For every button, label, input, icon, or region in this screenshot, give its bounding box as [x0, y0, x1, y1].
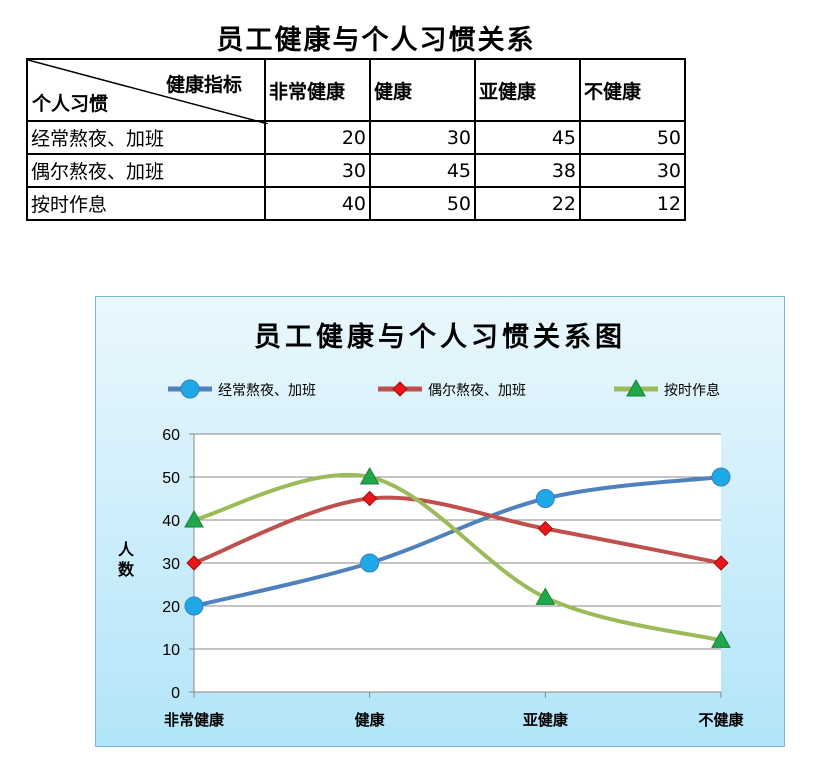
table-row: 偶尔熬夜、加班 30 45 38 30 [26, 153, 686, 188]
cell: 50 [579, 120, 686, 155]
row-label: 偶尔熬夜、加班 [26, 153, 266, 188]
corner-bottom-label: 个人习惯 [32, 93, 109, 115]
data-point [359, 466, 380, 485]
column-header: 不健康 [579, 58, 686, 122]
legend-marker [392, 381, 408, 397]
y-tick-label: 60 [162, 427, 180, 444]
data-point [184, 509, 204, 528]
corner-top-label: 健康指标 [165, 74, 242, 96]
y-axis-label: 人 [118, 540, 135, 559]
cell: 40 [264, 186, 371, 221]
x-tick-label: 亚健康 [523, 711, 569, 729]
row-label: 经常熬夜、加班 [26, 120, 266, 155]
data-table: 健康指标 个人习惯 非常健康 健康 亚健康 不健康 经常熬夜、加班 20 30 … [26, 58, 686, 221]
cell: 30 [579, 153, 686, 188]
cell: 20 [264, 120, 371, 155]
row-label: 按时作息 [26, 186, 266, 221]
data-point [535, 587, 556, 605]
cell: 45 [474, 120, 581, 155]
chart-area: 员工健康与个人习惯关系图 0 10 20 30 40 50 60 非常健康 健康 亚健康 不健康 人数… [95, 296, 785, 747]
chart-title: 员工健康与个人习惯关系图 [254, 322, 626, 353]
data-point [360, 553, 380, 573]
data-point [186, 555, 202, 571]
y-tick-label: 40 [162, 513, 180, 530]
x-tick-label: 不健康 [698, 711, 744, 729]
table-row: 经常熬夜、加班 20 30 45 50 [26, 120, 686, 155]
data-point [537, 520, 554, 537]
cell: 22 [474, 186, 581, 221]
series-line [193, 472, 722, 643]
y-axis-label: 数 [118, 560, 135, 579]
data-point [713, 555, 729, 571]
cell: 30 [369, 120, 476, 155]
series-line [193, 495, 722, 565]
y-tick-label: 10 [162, 642, 180, 659]
column-header: 健康 [369, 58, 476, 122]
data-point [535, 489, 555, 508]
line-chart: 0 10 20 30 40 50 60 非常健康 健康 亚健康 不健康 人数 经常熬夜、加班 偶尔熬夜、加… [118, 378, 744, 729]
legend-label: 偶尔熬夜、加班 [428, 383, 526, 399]
legend-marker [626, 378, 646, 397]
corner-header: 健康指标 个人习惯 [26, 58, 268, 124]
data-point [711, 630, 731, 648]
x-tick-label: 健康 [355, 711, 386, 729]
y-tick-label: 50 [162, 470, 180, 487]
data-point [184, 596, 204, 616]
legend-marker [180, 379, 200, 399]
x-tick-label: 非常健康 [164, 711, 225, 729]
data-point [711, 467, 731, 487]
y-tick-label: 20 [162, 599, 180, 616]
cell: 50 [369, 186, 476, 221]
column-header: 亚健康 [474, 58, 581, 122]
cell: 45 [369, 153, 476, 188]
cell: 12 [579, 186, 686, 221]
cell: 30 [264, 153, 371, 188]
legend-label: 经常熬夜、加班 [218, 383, 316, 399]
cell: 38 [474, 153, 581, 188]
table-title: 员工健康与个人习惯关系 [216, 25, 536, 56]
legend-label: 按时作息 [664, 382, 720, 399]
table-row: 按时作息 40 50 22 12 [26, 186, 686, 221]
y-tick-label: 30 [162, 556, 180, 573]
column-header: 非常健康 [264, 58, 371, 122]
y-tick-label: 0 [171, 685, 180, 702]
data-point [361, 490, 378, 507]
